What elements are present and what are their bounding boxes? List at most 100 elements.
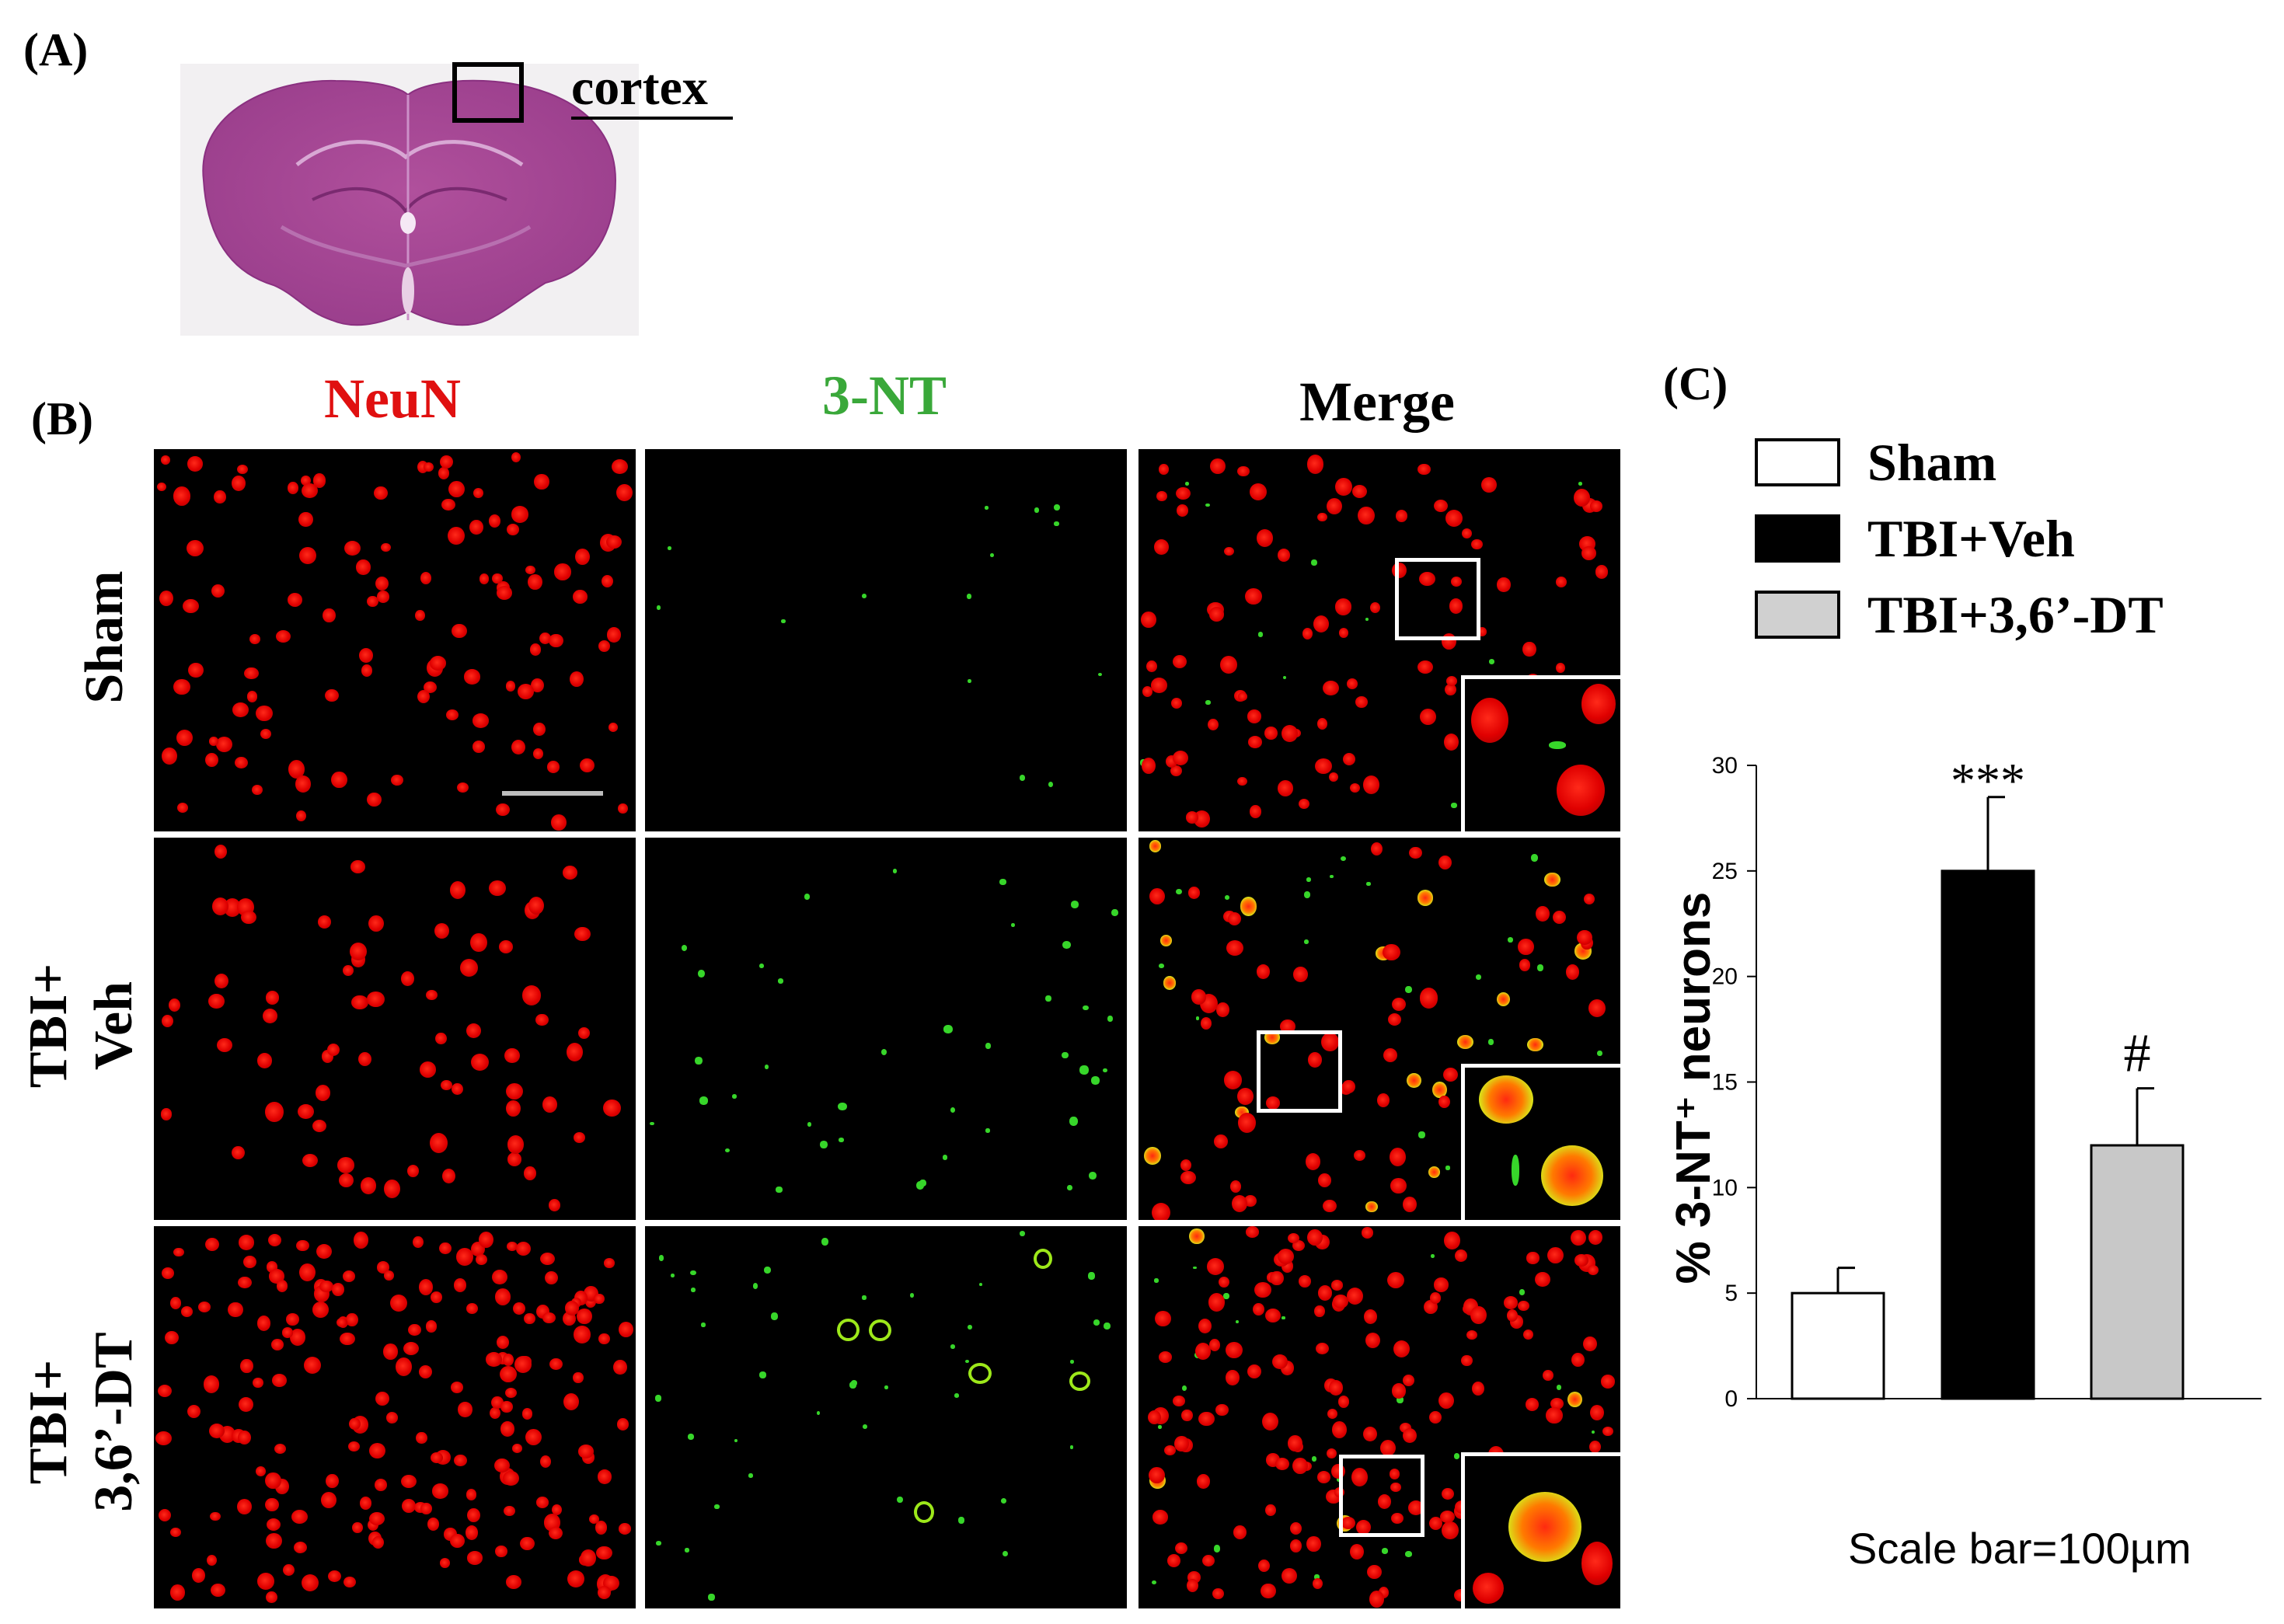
cell	[574, 927, 591, 941]
cell	[208, 1423, 225, 1438]
cell	[1417, 660, 1433, 674]
cell	[1419, 988, 1438, 1009]
cell	[608, 722, 618, 732]
y-tick-label: 15	[1712, 1070, 1738, 1096]
cell	[1488, 659, 1495, 664]
cell	[158, 1508, 171, 1521]
cell	[546, 761, 560, 773]
row-label-tbi-veh-line1: TBI+	[19, 963, 78, 1089]
cell	[606, 535, 622, 549]
cell	[1536, 906, 1550, 922]
cell	[819, 1141, 828, 1149]
cell	[1507, 937, 1514, 943]
cell	[266, 1518, 281, 1532]
cell	[1390, 1512, 1404, 1524]
bar	[1791, 1291, 1885, 1400]
cell	[439, 1242, 452, 1255]
cell	[1356, 1520, 1372, 1535]
cell	[288, 759, 305, 779]
cell	[838, 1102, 848, 1111]
cell	[420, 1503, 432, 1514]
cell	[562, 865, 577, 880]
cell	[950, 1343, 956, 1349]
cell	[348, 1441, 360, 1451]
cell	[1219, 1276, 1230, 1288]
cell	[298, 511, 313, 528]
cell	[1281, 1567, 1298, 1584]
cell	[714, 1504, 720, 1509]
cell	[210, 1511, 221, 1521]
cell	[243, 1255, 256, 1268]
cell	[525, 1428, 542, 1446]
cell	[687, 1434, 694, 1440]
cell	[1048, 782, 1054, 788]
cell	[361, 1177, 376, 1194]
cell	[472, 713, 489, 728]
cell	[524, 1312, 535, 1325]
cell	[1235, 1319, 1240, 1323]
cell	[281, 1327, 294, 1338]
cell	[336, 1318, 347, 1328]
cell	[241, 911, 256, 925]
cell	[296, 810, 307, 821]
cell	[690, 1288, 696, 1293]
cell	[1512, 1155, 1519, 1186]
cell	[892, 869, 898, 874]
legend-label-sham: Sham	[1867, 433, 1997, 492]
cell	[1471, 1381, 1485, 1396]
cell	[293, 1541, 308, 1554]
cell	[1497, 577, 1511, 592]
cell	[1432, 1082, 1447, 1099]
cell	[390, 1294, 407, 1312]
cell	[534, 473, 549, 490]
cell	[1438, 1095, 1450, 1109]
cell	[499, 1365, 517, 1383]
cell	[371, 1535, 384, 1549]
cell	[525, 566, 535, 575]
cell	[1154, 538, 1170, 555]
cell	[1141, 612, 1156, 628]
cell	[1070, 901, 1079, 908]
cell	[211, 1583, 225, 1597]
cell	[1253, 1302, 1264, 1316]
cell	[1062, 940, 1072, 950]
zoom-inset	[1461, 1064, 1620, 1220]
cell	[548, 1526, 563, 1540]
cell	[1442, 1521, 1459, 1539]
cell	[316, 1243, 333, 1259]
cell	[1304, 939, 1309, 945]
brain-section-drawing	[202, 79, 617, 326]
cell	[1387, 1271, 1405, 1288]
cell	[511, 739, 525, 754]
cell	[1306, 1153, 1321, 1170]
micrograph-sham-neun	[154, 449, 636, 831]
cell	[964, 1359, 969, 1364]
cell	[1090, 1076, 1100, 1085]
cell	[1288, 1435, 1302, 1451]
cell	[1555, 577, 1567, 587]
column-header-3nt: 3-NT	[822, 364, 947, 427]
cell	[1591, 1430, 1595, 1434]
cell	[466, 1489, 477, 1500]
cell	[369, 1442, 385, 1458]
cell	[376, 591, 390, 604]
cell	[1226, 1342, 1243, 1358]
cell	[1408, 846, 1422, 859]
cell	[1201, 1554, 1215, 1566]
y-tick-label: 20	[1712, 964, 1738, 990]
cell	[173, 678, 190, 695]
cell	[1537, 964, 1544, 972]
cell	[1034, 507, 1039, 513]
cell	[1581, 684, 1616, 724]
cell	[1087, 1272, 1095, 1280]
cell	[1191, 989, 1207, 1005]
cell	[234, 756, 248, 769]
cell	[1354, 1149, 1366, 1161]
cell	[1250, 483, 1267, 501]
cell	[260, 728, 271, 740]
cell	[1245, 588, 1262, 605]
cell	[161, 1267, 174, 1279]
cell	[1002, 1550, 1008, 1557]
cell	[699, 1096, 708, 1105]
cell	[1369, 602, 1381, 614]
